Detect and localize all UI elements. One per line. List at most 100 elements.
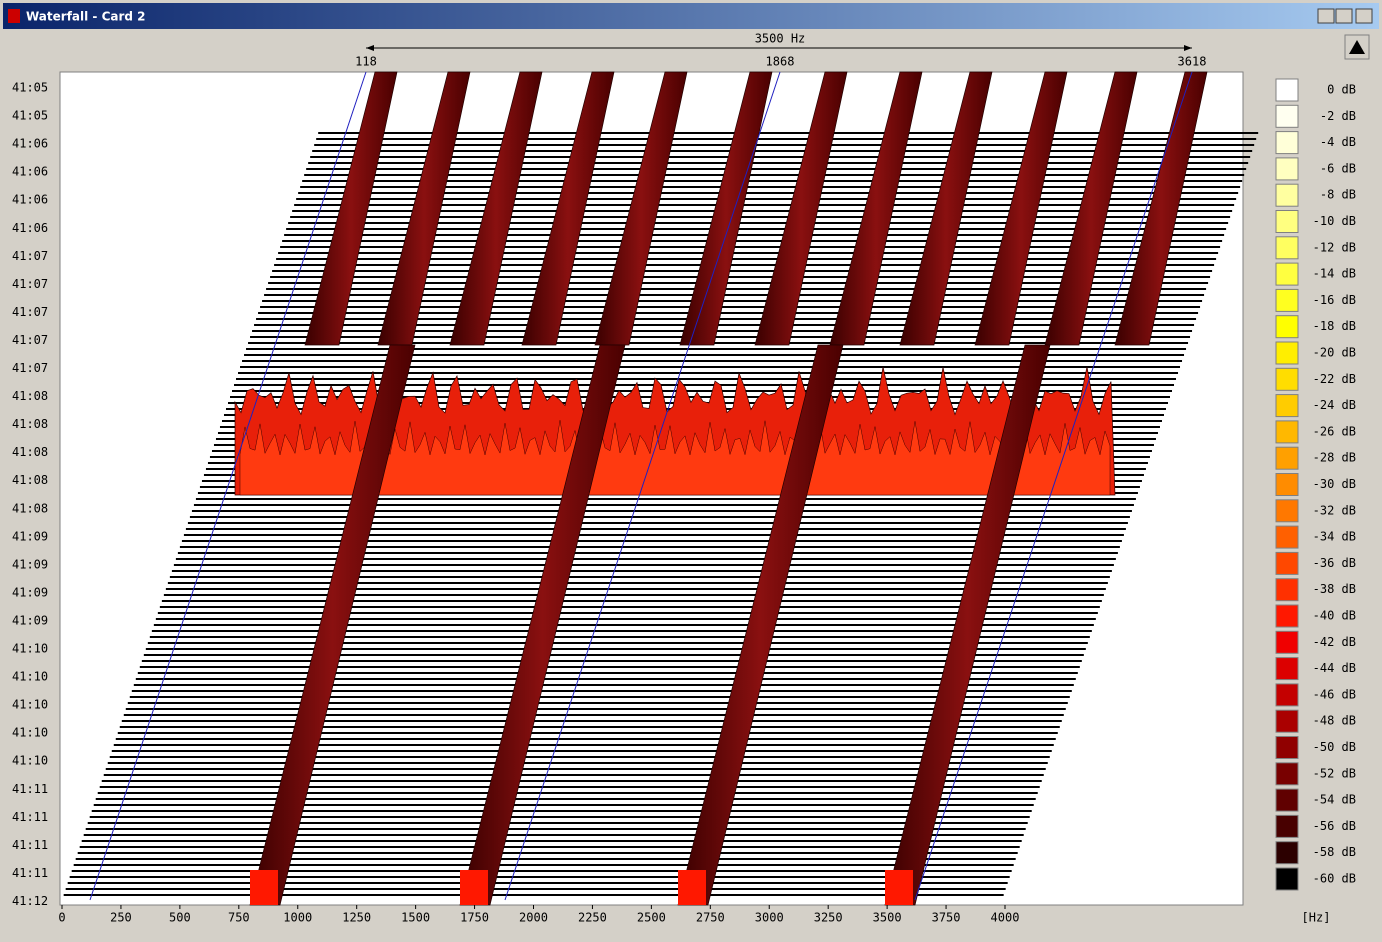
x-tick-label: 2000 bbox=[519, 911, 548, 925]
span-arrow bbox=[1184, 45, 1192, 51]
ridge-base bbox=[250, 870, 278, 905]
legend-label: -52 dB bbox=[1313, 766, 1356, 780]
marker-line bbox=[504, 71, 781, 901]
legend-label: -46 dB bbox=[1313, 687, 1356, 701]
legend-label: -58 dB bbox=[1313, 845, 1356, 859]
time-label: 41:06 bbox=[12, 221, 48, 235]
legend-swatch bbox=[1275, 762, 1299, 786]
legend-label: -32 dB bbox=[1313, 503, 1356, 517]
x-tick-label: 3500 bbox=[873, 911, 902, 925]
legend-swatch bbox=[1275, 499, 1299, 523]
window-buttons bbox=[1317, 8, 1373, 24]
minimize-button[interactable] bbox=[1317, 8, 1335, 24]
x-tick-label: 1250 bbox=[342, 911, 371, 925]
x-tick-label: 500 bbox=[169, 911, 191, 925]
legend-swatch bbox=[1275, 525, 1299, 549]
marker-line bbox=[89, 71, 367, 901]
legend-swatch bbox=[1275, 709, 1299, 733]
legend-swatch bbox=[1275, 841, 1299, 865]
time-label: 41:08 bbox=[12, 473, 48, 487]
x-tick-label: 4000 bbox=[991, 911, 1020, 925]
legend-swatch bbox=[1275, 604, 1299, 628]
time-label: 41:07 bbox=[12, 333, 48, 347]
marker-label: 3618 bbox=[1178, 55, 1207, 69]
time-label: 41:07 bbox=[12, 249, 48, 263]
legend-label: -26 dB bbox=[1313, 424, 1356, 438]
app-icon bbox=[8, 9, 20, 23]
x-tick-label: 3750 bbox=[932, 911, 961, 925]
time-label: 41:10 bbox=[12, 754, 48, 768]
legend-label: -56 dB bbox=[1313, 819, 1356, 833]
time-label: 41:08 bbox=[12, 389, 48, 403]
legend-label: -12 dB bbox=[1313, 240, 1356, 254]
legend-swatch bbox=[1275, 210, 1299, 233]
span-label: 3500 Hz bbox=[755, 32, 806, 46]
legend-label: 0 dB bbox=[1327, 83, 1356, 97]
time-label: 41:09 bbox=[12, 529, 48, 543]
legend-swatch bbox=[1275, 236, 1299, 260]
legend-label: -36 dB bbox=[1313, 556, 1356, 570]
time-label: 41:09 bbox=[12, 613, 48, 627]
close-button[interactable] bbox=[1355, 8, 1373, 24]
time-label: 41:09 bbox=[12, 585, 48, 599]
legend-label: -42 dB bbox=[1313, 635, 1356, 649]
legend-label: -20 dB bbox=[1313, 346, 1356, 360]
time-label: 41:05 bbox=[12, 109, 48, 123]
time-label: 41:07 bbox=[12, 361, 48, 375]
time-label: 41:11 bbox=[12, 810, 48, 824]
ridge bbox=[829, 71, 923, 346]
legend-label: -48 dB bbox=[1313, 714, 1356, 728]
legend-swatch bbox=[1275, 867, 1299, 891]
marker-line bbox=[914, 71, 1193, 901]
ridge bbox=[1044, 71, 1138, 346]
waterfall bbox=[63, 71, 1259, 906]
x-tick-label: 1000 bbox=[283, 911, 312, 925]
legend-label: -40 dB bbox=[1313, 609, 1356, 623]
ridge bbox=[974, 71, 1068, 346]
x-tick-label: 3000 bbox=[755, 911, 784, 925]
legend-swatch bbox=[1275, 578, 1299, 602]
x-tick-label: 2250 bbox=[578, 911, 607, 925]
legend-label: -34 dB bbox=[1313, 530, 1356, 544]
legend-swatch bbox=[1275, 683, 1299, 707]
legend-label: -10 dB bbox=[1313, 214, 1356, 228]
legend-label: -50 dB bbox=[1313, 740, 1356, 754]
legend-swatch bbox=[1275, 341, 1299, 365]
x-tick-label: 1500 bbox=[401, 911, 430, 925]
legend-label: -18 dB bbox=[1313, 319, 1356, 333]
legend-label: -8 dB bbox=[1320, 188, 1356, 202]
legend-label: -14 dB bbox=[1313, 267, 1356, 281]
ridge bbox=[679, 71, 773, 346]
legend-label: -22 dB bbox=[1313, 372, 1356, 386]
time-label: 41:10 bbox=[12, 698, 48, 712]
marker-label: 1868 bbox=[766, 55, 795, 69]
ridge-base bbox=[678, 870, 706, 905]
time-label: 41:09 bbox=[12, 557, 48, 571]
time-label: 41:08 bbox=[12, 445, 48, 459]
legend-label: -16 dB bbox=[1313, 293, 1356, 307]
legend-label: -28 dB bbox=[1313, 451, 1356, 465]
legend-label: -6 dB bbox=[1320, 161, 1356, 175]
time-label: 41:10 bbox=[12, 642, 48, 656]
time-label: 41:06 bbox=[12, 193, 48, 207]
time-label: 41:10 bbox=[12, 670, 48, 684]
legend-swatch bbox=[1275, 262, 1299, 286]
time-label: 41:06 bbox=[12, 137, 48, 151]
legend-swatch bbox=[1275, 394, 1299, 418]
ridge bbox=[304, 71, 398, 346]
span-arrow bbox=[366, 45, 374, 51]
legend-swatch bbox=[1275, 131, 1299, 155]
legend-swatch bbox=[1275, 814, 1299, 838]
time-label: 41:07 bbox=[12, 305, 48, 319]
time-label: 41:05 bbox=[12, 81, 48, 95]
time-label: 41:11 bbox=[12, 838, 48, 852]
time-label: 41:06 bbox=[12, 165, 48, 179]
legend-swatch bbox=[1275, 288, 1299, 312]
legend-swatch bbox=[1275, 788, 1299, 812]
legend-swatch bbox=[1275, 630, 1299, 654]
maximize-button[interactable] bbox=[1335, 8, 1353, 24]
legend-swatch bbox=[1275, 736, 1299, 759]
legend-label: -60 dB bbox=[1313, 872, 1356, 886]
legend-swatch bbox=[1275, 183, 1299, 207]
window-title: Waterfall - Card 2 bbox=[26, 10, 146, 24]
